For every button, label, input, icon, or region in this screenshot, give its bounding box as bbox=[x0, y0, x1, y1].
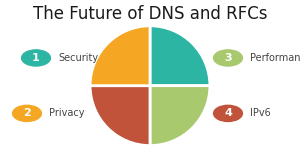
Text: 2: 2 bbox=[23, 108, 31, 118]
Wedge shape bbox=[90, 86, 150, 146]
Text: 1: 1 bbox=[32, 53, 40, 63]
Text: IPv6: IPv6 bbox=[250, 108, 271, 118]
Wedge shape bbox=[90, 26, 150, 86]
Circle shape bbox=[214, 50, 242, 66]
Wedge shape bbox=[150, 26, 210, 86]
Text: Privacy: Privacy bbox=[49, 108, 84, 118]
Circle shape bbox=[22, 50, 50, 66]
Text: The Future of DNS and RFCs: The Future of DNS and RFCs bbox=[33, 5, 267, 23]
Text: Security: Security bbox=[58, 53, 98, 63]
Text: Performance: Performance bbox=[250, 53, 300, 63]
Wedge shape bbox=[150, 86, 210, 146]
Circle shape bbox=[214, 105, 242, 121]
Text: 3: 3 bbox=[224, 53, 232, 63]
Text: 4: 4 bbox=[224, 108, 232, 118]
Circle shape bbox=[13, 105, 41, 121]
